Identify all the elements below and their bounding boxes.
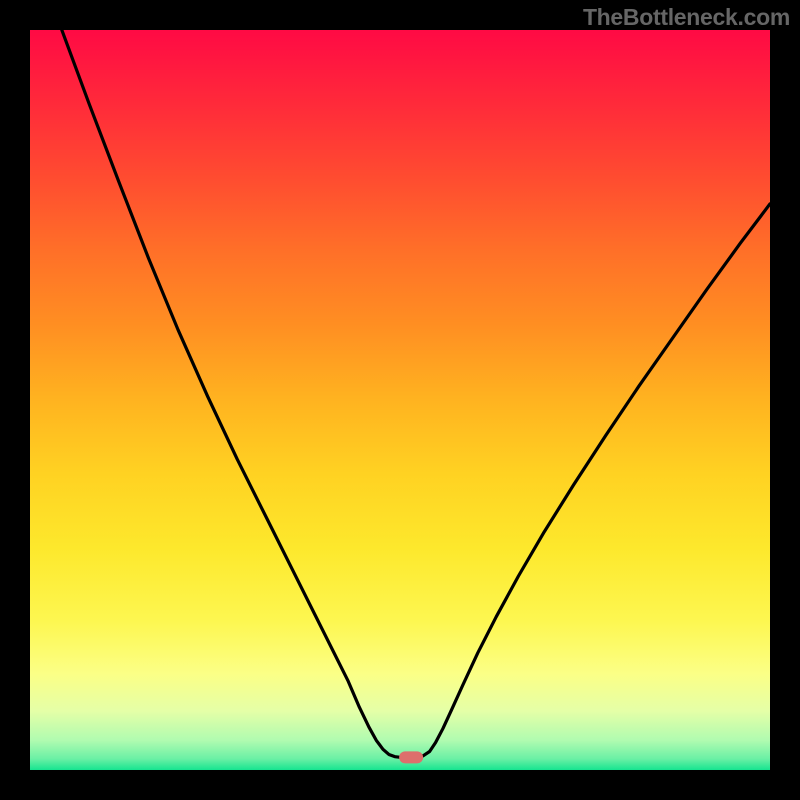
minimum-marker [399, 751, 423, 763]
watermark-text: TheBottleneck.com [583, 4, 790, 31]
chart-container: TheBottleneck.com [0, 0, 800, 800]
chart-gradient-background [30, 30, 770, 770]
bottleneck-chart [0, 0, 800, 800]
